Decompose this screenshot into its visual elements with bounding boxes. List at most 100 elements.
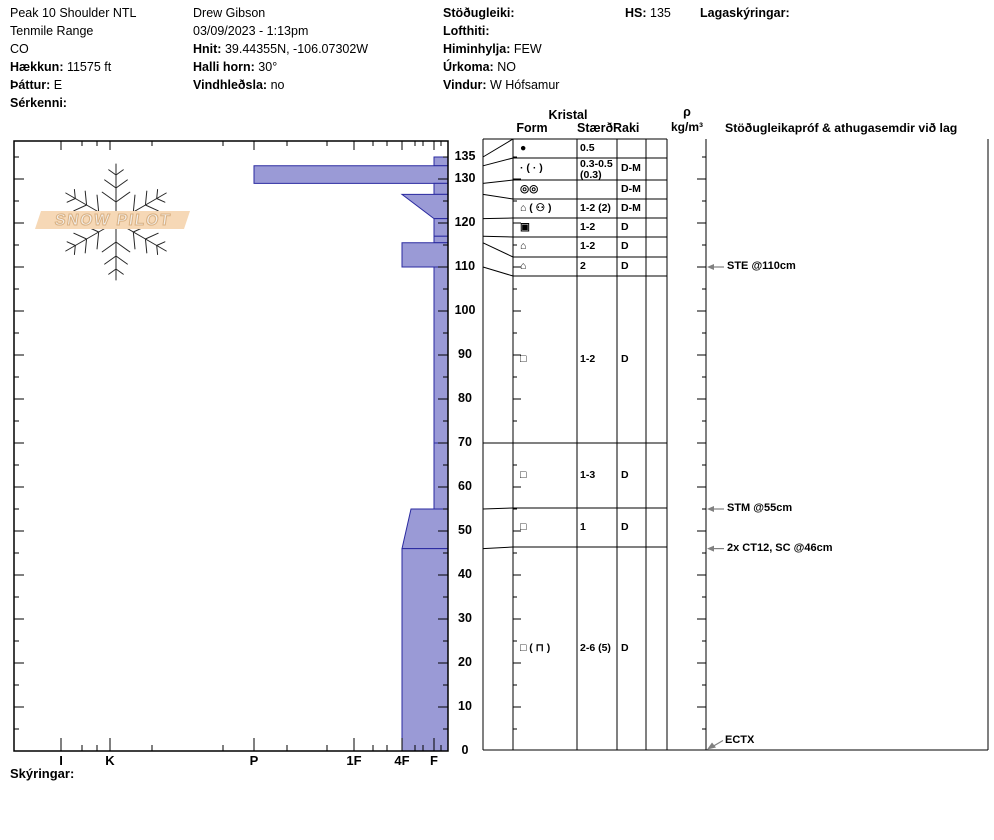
rho-units-header: kg/m³ xyxy=(670,120,703,134)
grain-size-cell: 1-2 xyxy=(580,240,596,252)
crystal-form-cell: ⌂ xyxy=(520,259,527,272)
grain-size-cell: 1 xyxy=(580,520,586,533)
moisture-cell: D-M xyxy=(621,182,641,195)
header-line: HS: 135 xyxy=(625,6,671,20)
header-line: CO xyxy=(10,42,29,56)
annotation-arrow-icon xyxy=(707,506,714,512)
depth-tick-label: 110 xyxy=(454,259,476,273)
grain-size-cell: 0.5 xyxy=(580,141,595,154)
rho-header: ρ xyxy=(683,105,691,119)
layer-bar xyxy=(401,242,449,268)
grain-size-cell: 1-3 xyxy=(580,468,596,481)
header-line: Vindur: W Hófsamur xyxy=(443,78,560,92)
moisture-cell: D xyxy=(621,220,629,233)
crystal-form-cell: · ( · ) xyxy=(520,162,543,174)
grain-size-cell: 1-2 (2) xyxy=(580,201,611,214)
header-line: Tenmile Range xyxy=(10,24,94,38)
moisture-cell: D xyxy=(621,468,629,481)
logo-band xyxy=(35,211,190,229)
hardness-tick-label: 1F xyxy=(346,753,362,768)
hardness-tick-label: P xyxy=(249,753,259,768)
comments-header: Stöðugleikapróf & athugasemdir við lag xyxy=(725,121,958,135)
layer-bar xyxy=(400,193,449,220)
layer-bar xyxy=(433,182,449,195)
layer-bar xyxy=(433,235,449,244)
hardness-tick-label: K xyxy=(105,753,115,768)
moisture-cell: D xyxy=(621,352,629,365)
stability-test-annotation: STM @55cm xyxy=(727,502,793,514)
crystal-form-cell: □ xyxy=(520,352,527,365)
snowpilot-logo: SNOW PILOT xyxy=(53,212,173,230)
crystal-form-cell: ⌂ ( ⚇ ) xyxy=(520,201,552,214)
header-line: Úrkoma: NO xyxy=(443,60,516,74)
layer-bar xyxy=(253,165,449,184)
header-column: Lagaskýringar: xyxy=(700,4,790,22)
form-header: Form xyxy=(516,121,548,135)
moisture-cell: D xyxy=(621,520,629,533)
plot-border xyxy=(13,140,449,752)
moisture-cell: D xyxy=(621,240,629,252)
depth-tick-label: 40 xyxy=(458,567,472,581)
depth-tick-label: 100 xyxy=(454,303,476,317)
header-column: HS: 135 xyxy=(625,4,671,22)
stability-test-annotation: 2x CT12, SC @46cm xyxy=(727,541,833,554)
raki-header: Raki xyxy=(613,121,640,135)
header-line: Sérkenni: xyxy=(10,96,67,110)
header-line: Vindhleðsla: no xyxy=(193,78,285,92)
stability-test-annotation: ECTX xyxy=(725,734,755,746)
grain-size-cell: 0.3-0.5 (0.3) xyxy=(580,158,613,181)
depth-tick-label: 135 xyxy=(454,149,476,163)
header-line: Halli horn: 30° xyxy=(193,60,278,74)
crystal-form-cell: ⌂ xyxy=(520,240,527,252)
header-line: Lofthiti: xyxy=(443,24,490,38)
depth-tick-label: 60 xyxy=(458,479,472,493)
depth-tick-label: 130 xyxy=(454,171,476,185)
depth-tick-label: 80 xyxy=(458,391,472,405)
depth-tick-label: 30 xyxy=(458,611,472,625)
crystal-form-cell: □ xyxy=(520,520,527,533)
layer-bar xyxy=(401,548,449,752)
grain-size-cell: 2 xyxy=(580,259,586,272)
depth-tick-label: 20 xyxy=(458,655,472,669)
depth-tick-label: 50 xyxy=(458,523,472,537)
header-column: Drew Gibson 03/09/2023 - 1:13pm Hnit: 39.4… xyxy=(193,4,368,94)
annotation-arrow-icon xyxy=(707,264,714,270)
depth-tick-label: 70 xyxy=(458,435,472,449)
grain-size-cell: 1-2 xyxy=(580,352,596,365)
header-column: Stöðugleiki: Lofthiti: Himinhylja: FEW Úrko… xyxy=(443,4,559,94)
header-line: Þáttur: E xyxy=(10,78,63,92)
header-line: Peak 10 Shoulder NTL xyxy=(10,6,137,20)
crystal-form-cell: ▣ xyxy=(520,220,530,233)
kristal-header: Kristal xyxy=(548,108,588,122)
moisture-cell: D xyxy=(621,641,629,654)
hardness-tick-label: F xyxy=(430,753,438,768)
header-line: Lagaskýringar: xyxy=(700,6,790,20)
annotation-arrow-icon xyxy=(707,545,714,552)
header-line: Hækkun: 11575 ft xyxy=(10,60,112,74)
depth-tick-label: 0 xyxy=(461,743,469,757)
crystal-form-cell: □ ( ⊓ ) xyxy=(520,641,551,654)
staerd-header: Stærð xyxy=(577,121,614,135)
hardness-tick-label: 4F xyxy=(394,753,410,768)
header-line: Drew Gibson xyxy=(193,6,266,20)
header-column: Peak 10 Shoulder NTL Tenmile Range CO Hækku… xyxy=(10,4,136,112)
layer-bar xyxy=(401,508,449,550)
crystal-form-cell: ● xyxy=(520,141,527,154)
crystal-form-cell: ◎◎ xyxy=(520,182,539,195)
header-line: Stöðugleiki: xyxy=(443,6,515,20)
annotation-arrow-icon xyxy=(707,742,716,750)
depth-tick-label: 120 xyxy=(454,215,476,229)
grain-size-cell: 2-6 (5) xyxy=(580,641,611,654)
depth-tick-label: 10 xyxy=(458,699,472,713)
header-line: Himinhylja: FEW xyxy=(443,42,542,56)
grain-size-cell: 1-2 xyxy=(580,220,596,233)
header-line: Hnit: 39.44355N, -106.07302W xyxy=(193,42,369,56)
header-line: 03/09/2023 - 1:13pm xyxy=(193,24,309,38)
moisture-cell: D-M xyxy=(621,162,641,174)
stability-test-annotation: STE @110cm xyxy=(727,260,796,272)
hardness-tick-label: I xyxy=(59,753,63,768)
crystal-form-cell: □ xyxy=(520,468,527,481)
depth-tick-label: 90 xyxy=(458,347,472,361)
